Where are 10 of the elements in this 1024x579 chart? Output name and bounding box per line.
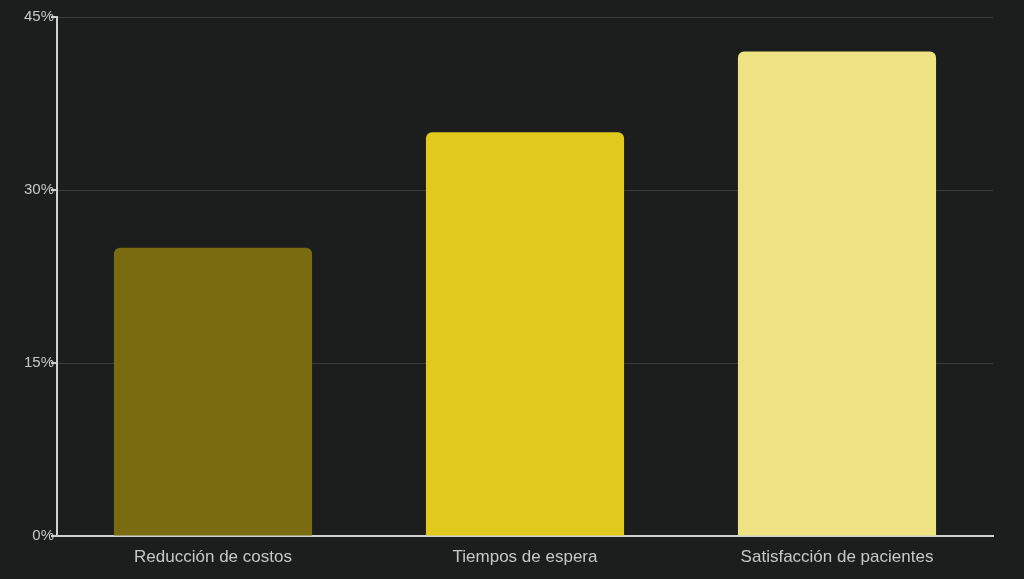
x-tick-label: Tiempos de espera [452, 546, 598, 566]
bar [425, 132, 625, 536]
y-tick-label: 30% [23, 180, 54, 198]
y-tick-label: 15% [23, 353, 54, 371]
bar [737, 51, 937, 536]
y-tick-label: 0% [32, 526, 54, 544]
bar [113, 247, 313, 536]
y-tick-label: 45% [23, 7, 54, 25]
x-tick-label: Reducción de costos [134, 546, 292, 566]
x-tick-label: Satisfacción de pacientes [740, 546, 934, 566]
